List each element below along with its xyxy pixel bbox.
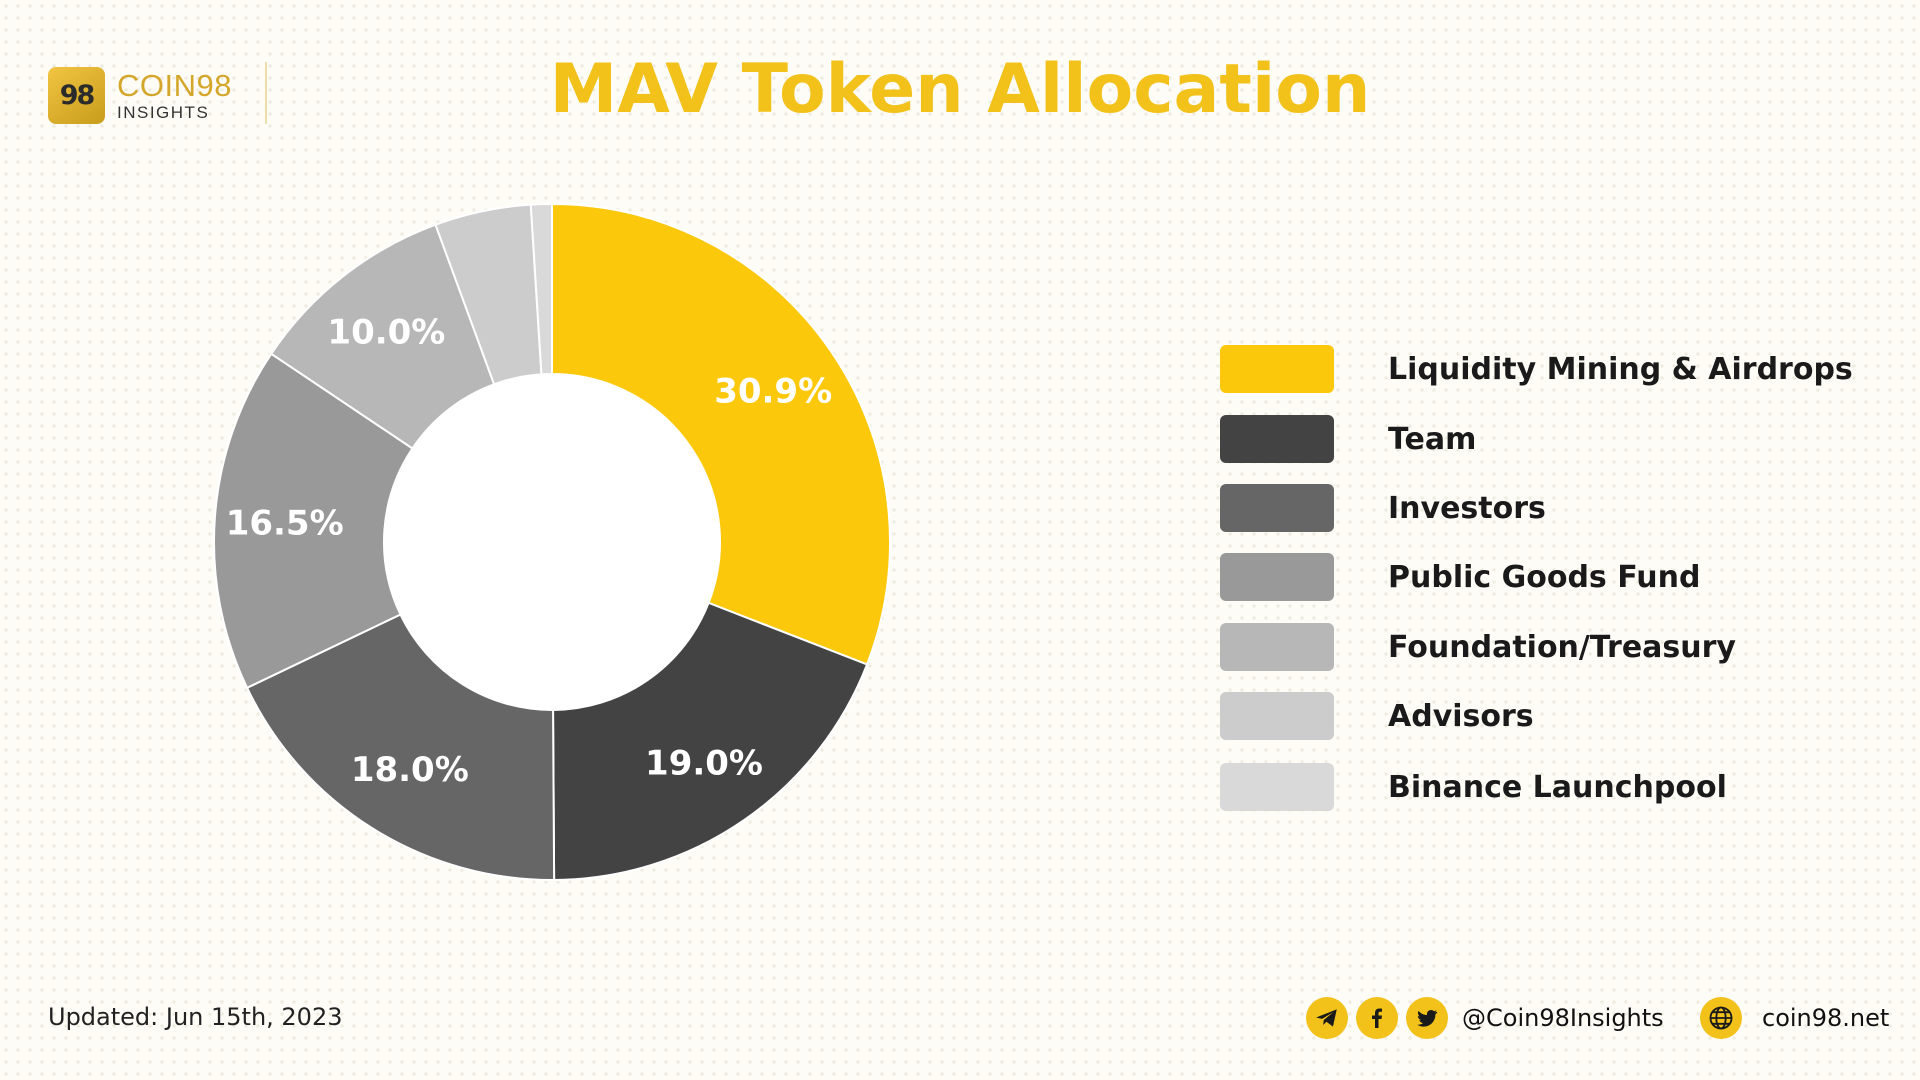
legend-swatch bbox=[1220, 553, 1334, 601]
legend-label: Public Goods Fund bbox=[1388, 559, 1701, 595]
legend-swatch bbox=[1220, 763, 1334, 811]
legend-item: Foundation/Treasury bbox=[1220, 622, 1820, 672]
donut-chart: 30.9% 19.0% 18.0% 16.5% 10.0% bbox=[213, 202, 891, 881]
updated-date: Updated: Jun 15th, 2023 bbox=[48, 1003, 343, 1031]
data-label: 19.0% bbox=[645, 744, 763, 784]
website-link[interactable]: coin98.net bbox=[1700, 996, 1889, 1040]
website-url: coin98.net bbox=[1762, 1004, 1890, 1032]
legend-item: Investors bbox=[1220, 483, 1820, 533]
data-label: 30.9% bbox=[714, 372, 832, 412]
legend-item: Binance Launchpool bbox=[1220, 762, 1820, 812]
legend-item: Public Goods Fund bbox=[1220, 552, 1820, 602]
coin98-logo-mark: 98 bbox=[48, 66, 105, 124]
legend-label: Foundation/Treasury bbox=[1388, 629, 1736, 665]
logo-text: COIN98 INSIGHTS bbox=[117, 70, 232, 121]
legend-label: Liquidity Mining & Airdrops bbox=[1388, 351, 1853, 387]
logo-subtitle: INSIGHTS bbox=[117, 102, 210, 122]
chart-title: MAV Token Allocation bbox=[549, 50, 1371, 129]
donut-hole bbox=[384, 374, 720, 710]
data-label: 10.0% bbox=[327, 312, 445, 352]
coin98-logo[interactable]: 98 COIN98 INSIGHTS bbox=[48, 64, 268, 126]
legend-swatch bbox=[1220, 484, 1334, 532]
legend-item: Liquidity Mining & Airdrops bbox=[1220, 344, 1853, 394]
legend-label: Team bbox=[1388, 421, 1477, 457]
social-handle[interactable]: @Coin98Insights bbox=[1462, 1004, 1664, 1032]
data-label: 16.5% bbox=[226, 504, 344, 544]
logo-name: COIN98 bbox=[117, 67, 232, 103]
legend-swatch bbox=[1220, 692, 1334, 740]
legend-swatch bbox=[1220, 345, 1334, 393]
logo-divider bbox=[265, 62, 267, 124]
legend-label: Advisors bbox=[1388, 698, 1534, 734]
legend-label: Binance Launchpool bbox=[1388, 769, 1727, 805]
legend-item: Team bbox=[1220, 414, 1820, 464]
twitter-icon[interactable] bbox=[1406, 997, 1448, 1039]
data-label: 18.0% bbox=[351, 750, 469, 790]
facebook-icon[interactable] bbox=[1356, 997, 1398, 1039]
legend-swatch bbox=[1220, 415, 1334, 463]
legend-swatch bbox=[1220, 623, 1334, 671]
globe-icon bbox=[1700, 997, 1742, 1039]
legend-label: Investors bbox=[1388, 490, 1546, 526]
telegram-icon[interactable] bbox=[1306, 997, 1348, 1039]
social-links: @Coin98Insights bbox=[1306, 996, 1664, 1040]
legend-item: Advisors bbox=[1220, 691, 1820, 741]
